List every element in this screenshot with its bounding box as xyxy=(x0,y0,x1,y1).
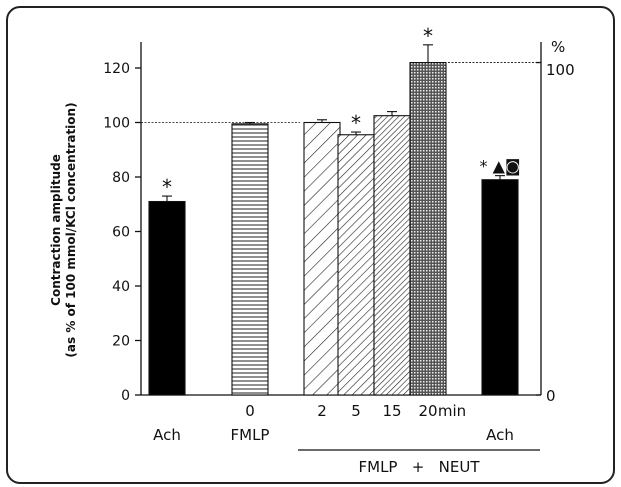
y-tick-label: 20 xyxy=(112,334,130,350)
y-tick-label: 80 xyxy=(112,170,130,186)
bar-fmlp-0 xyxy=(231,123,269,396)
bar-neut-15 xyxy=(373,115,411,396)
significance-mark-ach-2: * ▲◙ xyxy=(480,157,521,176)
x-tick-label-neut-5: 5 xyxy=(351,402,361,420)
significance-mark-ach-1: * xyxy=(162,175,172,199)
group-label: FMLP + NEUT xyxy=(359,458,481,476)
y-axis-title-line2: (as % of 100 mmol/KCl concentration) xyxy=(64,102,78,357)
right-axis-bottom-label: 0 xyxy=(546,387,556,405)
x-category-label-fmlp-0: FMLP xyxy=(231,426,270,444)
y-tick-label: 100 xyxy=(103,116,130,132)
x-tick-label-neut-20: 20 xyxy=(418,402,437,420)
x-category-label-ach-2: Ach xyxy=(486,426,514,444)
y-tick-label: 60 xyxy=(112,225,130,241)
significance-mark-neut-5: * xyxy=(351,111,361,135)
min-label: min xyxy=(438,402,466,420)
significance-mark-neut-20: * xyxy=(423,24,433,48)
bar-neut-2 xyxy=(303,121,341,396)
bar-ach-1 xyxy=(148,200,186,396)
right-axis-top-label: 100 xyxy=(546,61,575,79)
x-tick-label-fmlp-0: 0 xyxy=(245,402,255,420)
bar-neut-20 xyxy=(409,61,447,396)
y-axis-title-line1: Contraction amplitude xyxy=(49,154,63,306)
y-tick-label: 120 xyxy=(103,61,130,77)
right-axis-unit: % xyxy=(551,38,565,56)
y-tick-label: 40 xyxy=(112,279,130,295)
y-tick-label: 0 xyxy=(121,388,130,404)
y-axis-title: Contraction amplitude (as % of 100 mmol/… xyxy=(49,102,78,357)
x-tick-label-neut-15: 15 xyxy=(382,402,401,420)
x-category-label-ach-1: Ach xyxy=(153,426,181,444)
bar-neut-5 xyxy=(337,134,375,396)
bar-ach-2 xyxy=(481,179,519,396)
x-tick-label-neut-2: 2 xyxy=(317,402,327,420)
